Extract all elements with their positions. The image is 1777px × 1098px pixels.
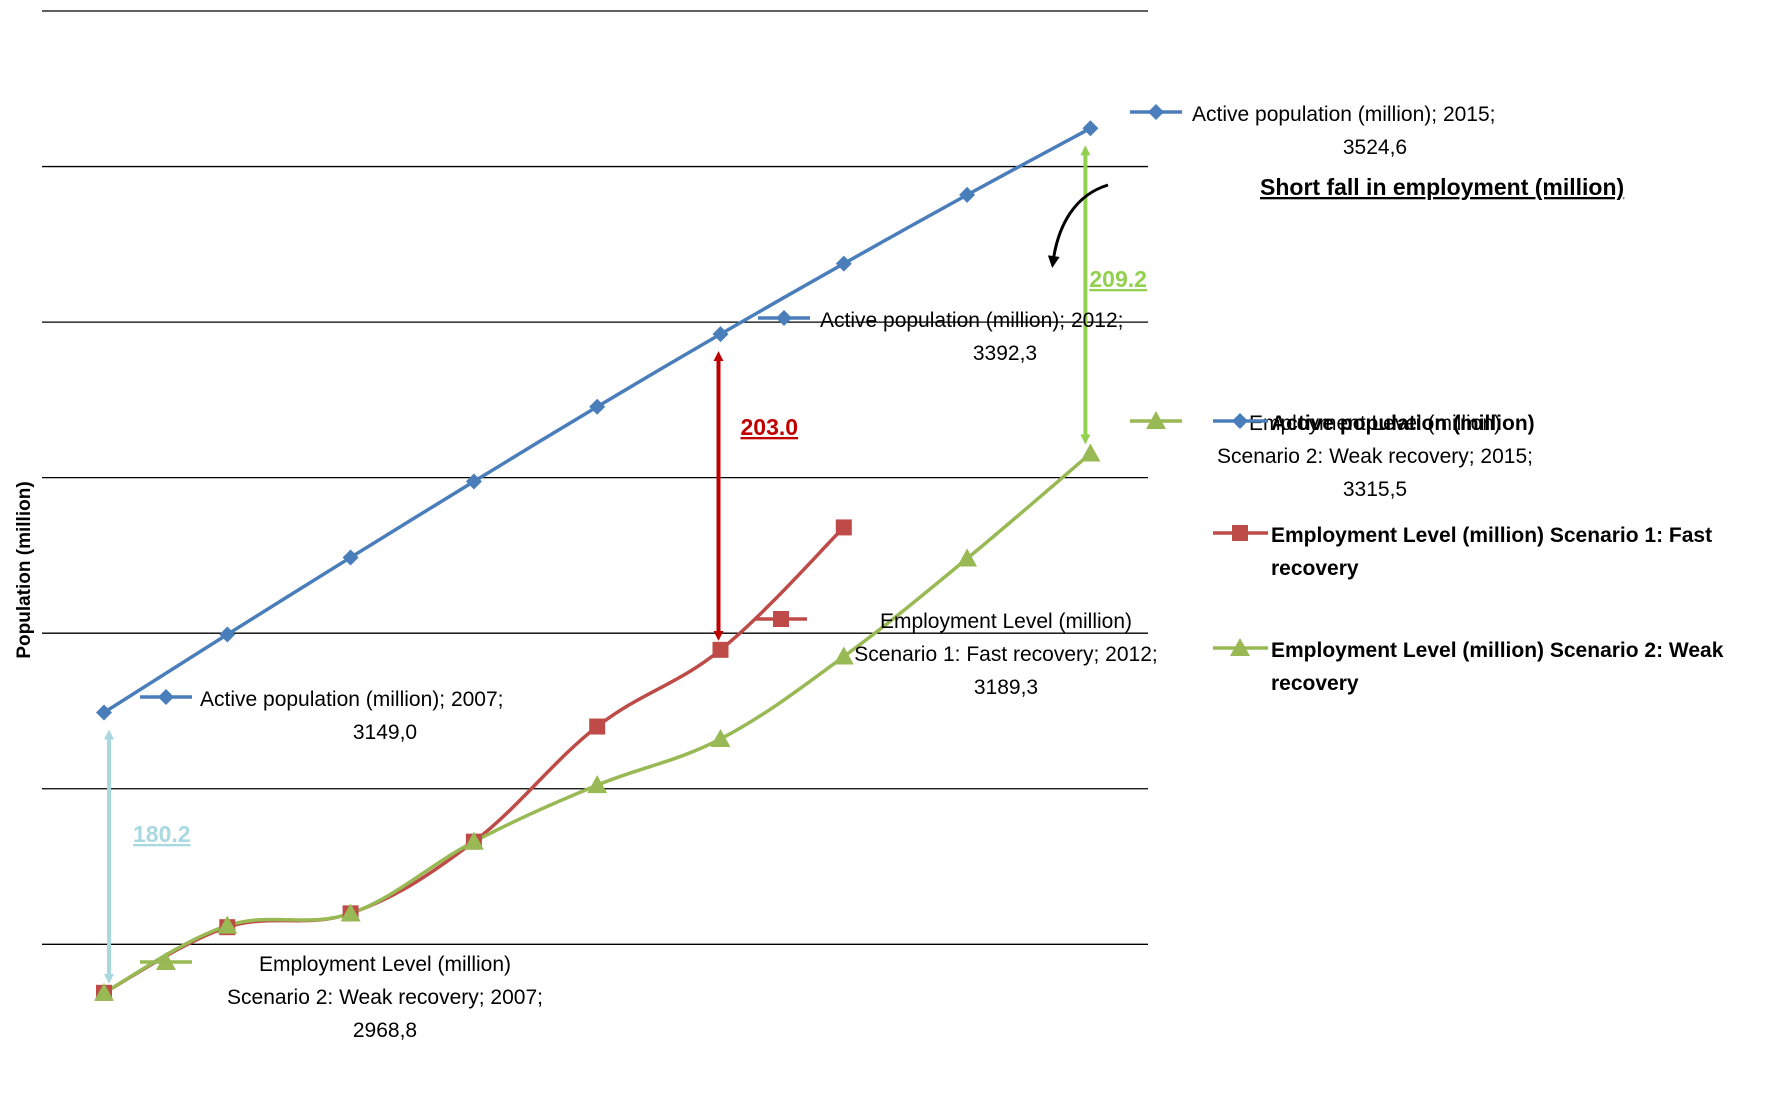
data-point-series-3: [340, 903, 361, 922]
point-label-key-marker: [773, 611, 789, 627]
point-label-text: Active population (million); 2012;: [820, 309, 1124, 332]
data-point-series-2: [835, 519, 852, 536]
point-label-key-marker: [158, 689, 174, 705]
legend-label: recovery: [1271, 557, 1359, 580]
data-point-series-3: [957, 548, 978, 567]
legend-label: Employment Level (million) Scenario 1: F…: [1271, 524, 1712, 547]
data-point-series-1: [96, 704, 112, 721]
data-point-series-2: [712, 641, 729, 658]
legend-label: Employment Level (million) Scenario 2: W…: [1271, 639, 1724, 662]
point-label-text: 3392,3: [973, 342, 1037, 365]
data-point-series-1: [835, 255, 852, 272]
point-label-text: 3524,6: [1343, 136, 1407, 159]
series-line-1: [103, 126, 1092, 715]
point-label-text: Employment Level (million): [259, 953, 511, 976]
legend-key-marker: [1232, 413, 1248, 429]
point-label-text: Active population (million); 2007;: [200, 688, 504, 711]
data-point-series-2: [589, 718, 606, 735]
legend-key-marker: [1230, 638, 1250, 656]
data-point-series-3: [217, 915, 238, 934]
gridlines: [42, 10, 1148, 945]
legend: Active population (million)Employment Le…: [1213, 412, 1724, 695]
callout-title: Short fall in employment (million): [1260, 174, 1624, 200]
point-label-text: Scenario 1: Fast recovery; 2012;: [854, 643, 1158, 666]
point-label-text: Employment Level (million): [1249, 412, 1501, 435]
series-lines: [103, 126, 1092, 995]
gap-value-label: 180.2: [133, 821, 191, 847]
legend-label: Active population (million): [1271, 412, 1535, 435]
point-label-text: Employment Level (million): [880, 610, 1132, 633]
point-label-key-marker: [776, 310, 792, 326]
point-label-text: Active population (million); 2015;: [1192, 103, 1496, 126]
data-point-series-3: [587, 775, 608, 794]
data-point-series-3: [94, 982, 114, 1001]
legend-label: recovery: [1271, 672, 1359, 695]
data-point-series-1: [342, 549, 359, 566]
point-label-text: Scenario 2: Weak recovery; 2015;: [1217, 445, 1533, 468]
point-label-key-marker: [1146, 411, 1166, 429]
point-label-text: 3149,0: [353, 721, 417, 744]
gap-arrows: 180.2 203.0 209.2: [104, 145, 1147, 984]
point-label-text: Scenario 2: Weak recovery; 2007;: [227, 986, 543, 1009]
data-point-series-1: [219, 626, 236, 643]
callout-arrow: [1047, 183, 1109, 268]
point-label-text: 2968,8: [353, 1019, 417, 1042]
data-point-series-3: [1080, 443, 1101, 462]
data-point-series-3: [710, 728, 731, 747]
series-markers: [94, 120, 1101, 1001]
data-point-series-1: [959, 186, 976, 203]
point-label-key-marker: [156, 952, 176, 970]
data-point-series-3: [463, 831, 484, 850]
y-axis-label: Population (million): [14, 481, 35, 658]
point-label-text: 3315,5: [1343, 478, 1407, 501]
series-line-2: [103, 526, 846, 995]
gap-value-label: 203.0: [741, 414, 799, 440]
data-point-series-1: [589, 398, 606, 415]
data-point-series-1: [712, 326, 729, 343]
legend-key-marker: [1232, 525, 1248, 541]
data-point-series-1: [465, 473, 482, 490]
point-label-text: 3189,3: [974, 676, 1038, 699]
point-labels: Active population (million); 2007; 3149,0…: [140, 103, 1533, 1042]
data-point-series-3: [833, 646, 854, 665]
gap-value-label: 209.2: [1089, 266, 1147, 292]
point-label-key-marker: [1148, 104, 1164, 120]
data-point-series-1: [1082, 120, 1099, 137]
